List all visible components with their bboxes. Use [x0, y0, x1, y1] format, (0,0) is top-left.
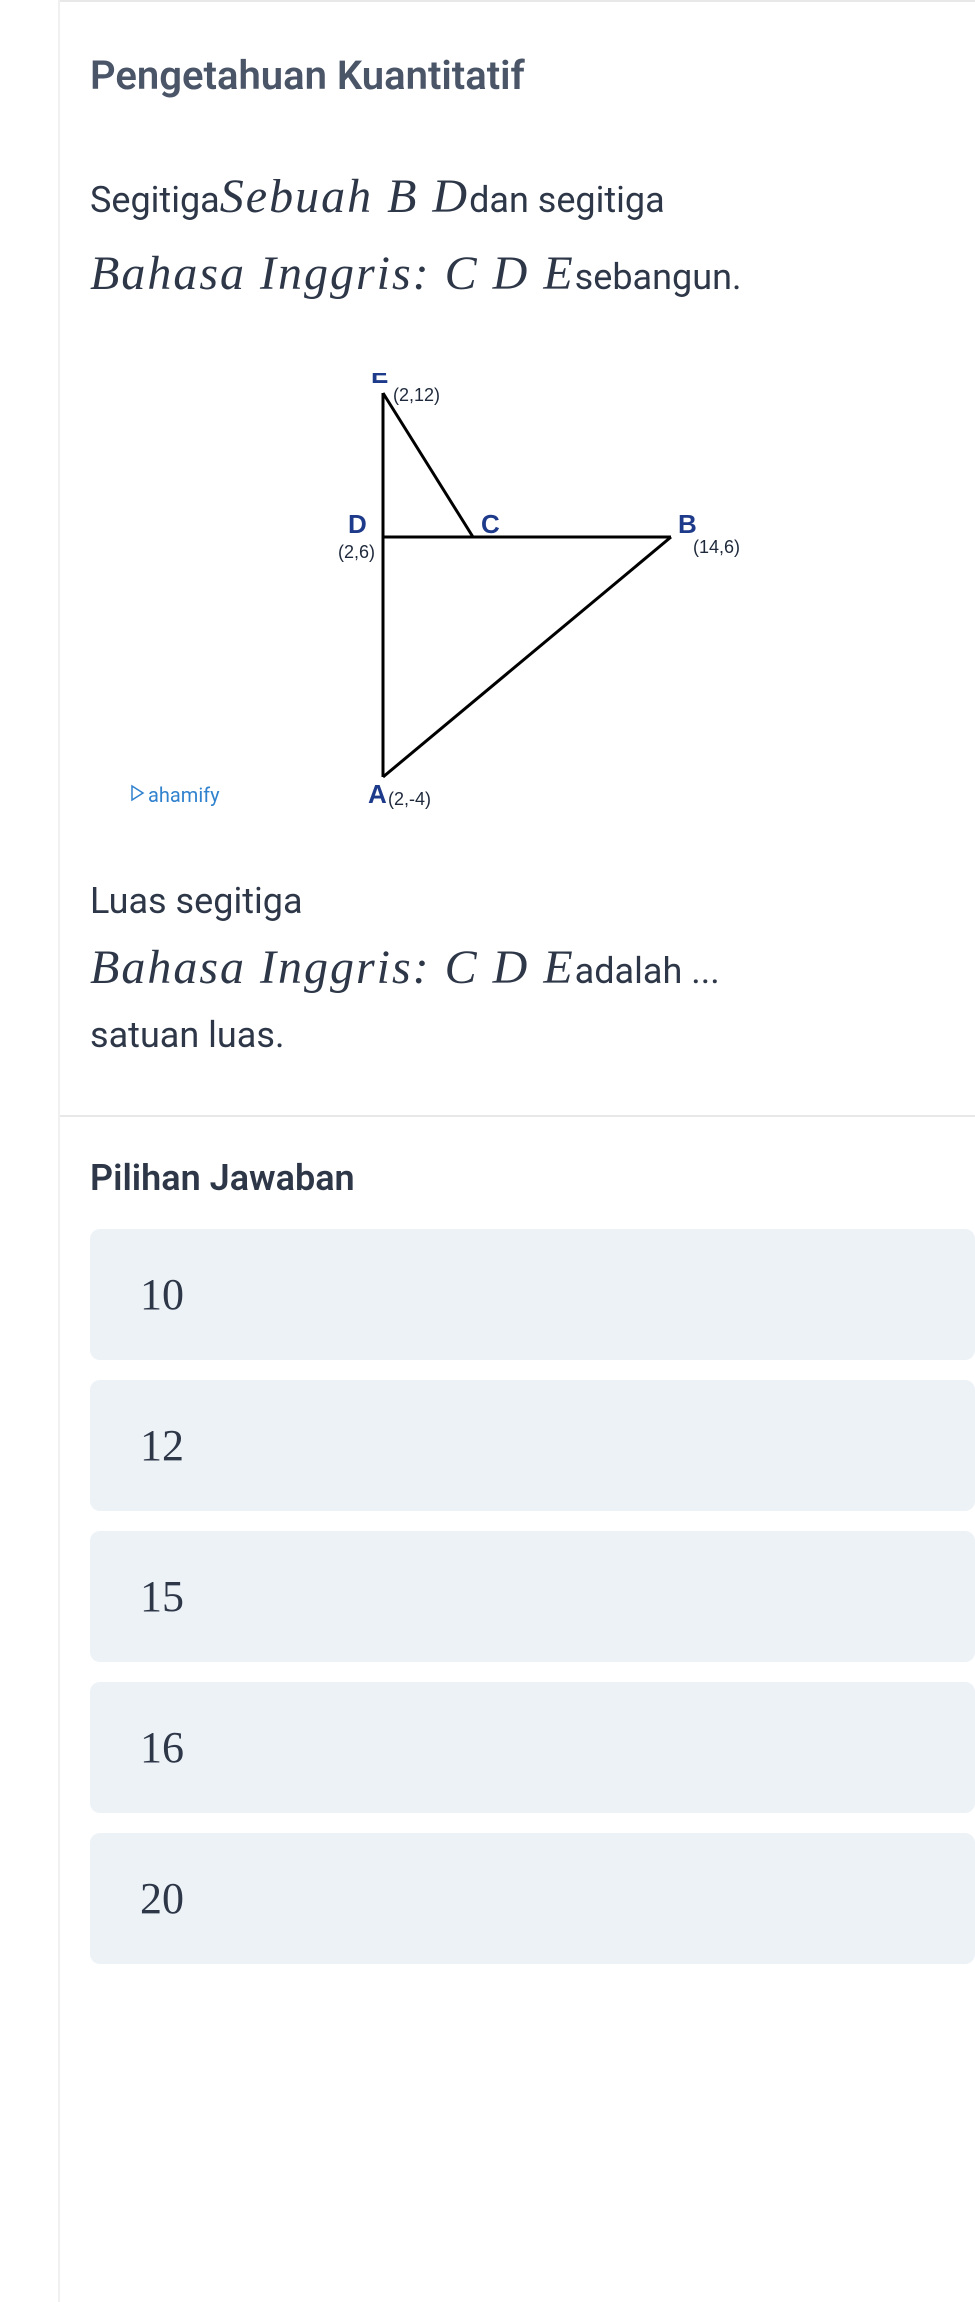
- problem-prefix-1: Segitiga: [90, 179, 220, 221]
- answer-option-0[interactable]: 10: [90, 1229, 975, 1360]
- problem-suffix-1: sebangun.: [575, 256, 742, 298]
- label-d: D: [348, 509, 367, 539]
- coord-d: (2,6): [338, 542, 375, 562]
- diagram-container: E (2,12) D (2,6) C B (14,6) A (2,-4) aha…: [90, 353, 975, 873]
- label-e: E: [371, 373, 388, 389]
- mid-divider: [60, 1115, 975, 1117]
- triangle-diagram: E (2,12) D (2,6) C B (14,6) A (2,-4): [183, 373, 883, 813]
- answer-option-2[interactable]: 15: [90, 1531, 975, 1662]
- coord-a: (2,-4): [388, 789, 431, 809]
- section-title: Pengetahuan Kuantitatif: [90, 52, 975, 99]
- top-divider: [60, 0, 975, 2]
- answer-section-label: Pilihan Jawaban: [90, 1157, 975, 1199]
- line-ec: [383, 393, 473, 537]
- left-sidebar: [0, 0, 60, 2302]
- label-a: A: [368, 779, 387, 809]
- watermark-text: ahamify: [148, 783, 220, 807]
- answer-option-3[interactable]: 16: [90, 1682, 975, 1813]
- answer-text-3: 16: [140, 1723, 184, 1772]
- main-content: Pengetahuan Kuantitatif SegitigaSebuah B…: [60, 0, 975, 2302]
- watermark: ahamify: [130, 783, 220, 807]
- answer-text-1: 12: [140, 1421, 184, 1470]
- question-suffix-1: adalah ...: [575, 950, 720, 992]
- answer-text-2: 15: [140, 1572, 184, 1621]
- question-text: Luas segitiga Bahasa Inggris: C D Eadala…: [90, 873, 975, 1065]
- answer-text-0: 10: [140, 1270, 184, 1319]
- label-b: B: [678, 509, 697, 539]
- coord-e: (2,12): [393, 385, 440, 405]
- play-icon: [130, 783, 146, 807]
- question-math: Bahasa Inggris: C D E: [90, 941, 575, 994]
- question-suffix-2: satuan luas.: [90, 1014, 284, 1056]
- answer-option-1[interactable]: 12: [90, 1380, 975, 1511]
- problem-statement: SegitigaSebuah B Ddan segitiga Bahasa In…: [90, 159, 975, 313]
- answer-text-4: 20: [140, 1874, 184, 1923]
- coord-b: (14,6): [693, 537, 740, 557]
- problem-middle-1: dan segitiga: [469, 179, 665, 221]
- problem-math-1: Sebuah B D: [220, 170, 469, 223]
- label-c: C: [481, 509, 500, 539]
- line-ab: [383, 537, 671, 777]
- answer-option-4[interactable]: 20: [90, 1833, 975, 1964]
- problem-math-2: Bahasa Inggris: C D E: [90, 247, 575, 300]
- question-prefix: Luas segitiga: [90, 880, 303, 922]
